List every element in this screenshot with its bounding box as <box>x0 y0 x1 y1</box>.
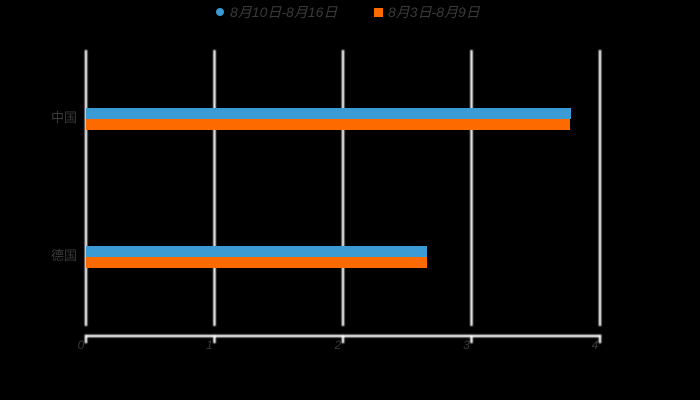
svg-text:4: 4 <box>592 338 599 352</box>
svg-text:3: 3 <box>463 338 470 352</box>
svg-text:8月10日-8月16日: 8月10日-8月16日 <box>230 4 338 20</box>
svg-text:德国: 德国 <box>51 248 77 263</box>
svg-text:中国: 中国 <box>51 110 77 125</box>
svg-text:8月3日-8月9日: 8月3日-8月9日 <box>388 4 481 20</box>
svg-text:1: 1 <box>206 338 213 352</box>
svg-text:0: 0 <box>78 338 85 352</box>
svg-text:2: 2 <box>334 338 342 352</box>
